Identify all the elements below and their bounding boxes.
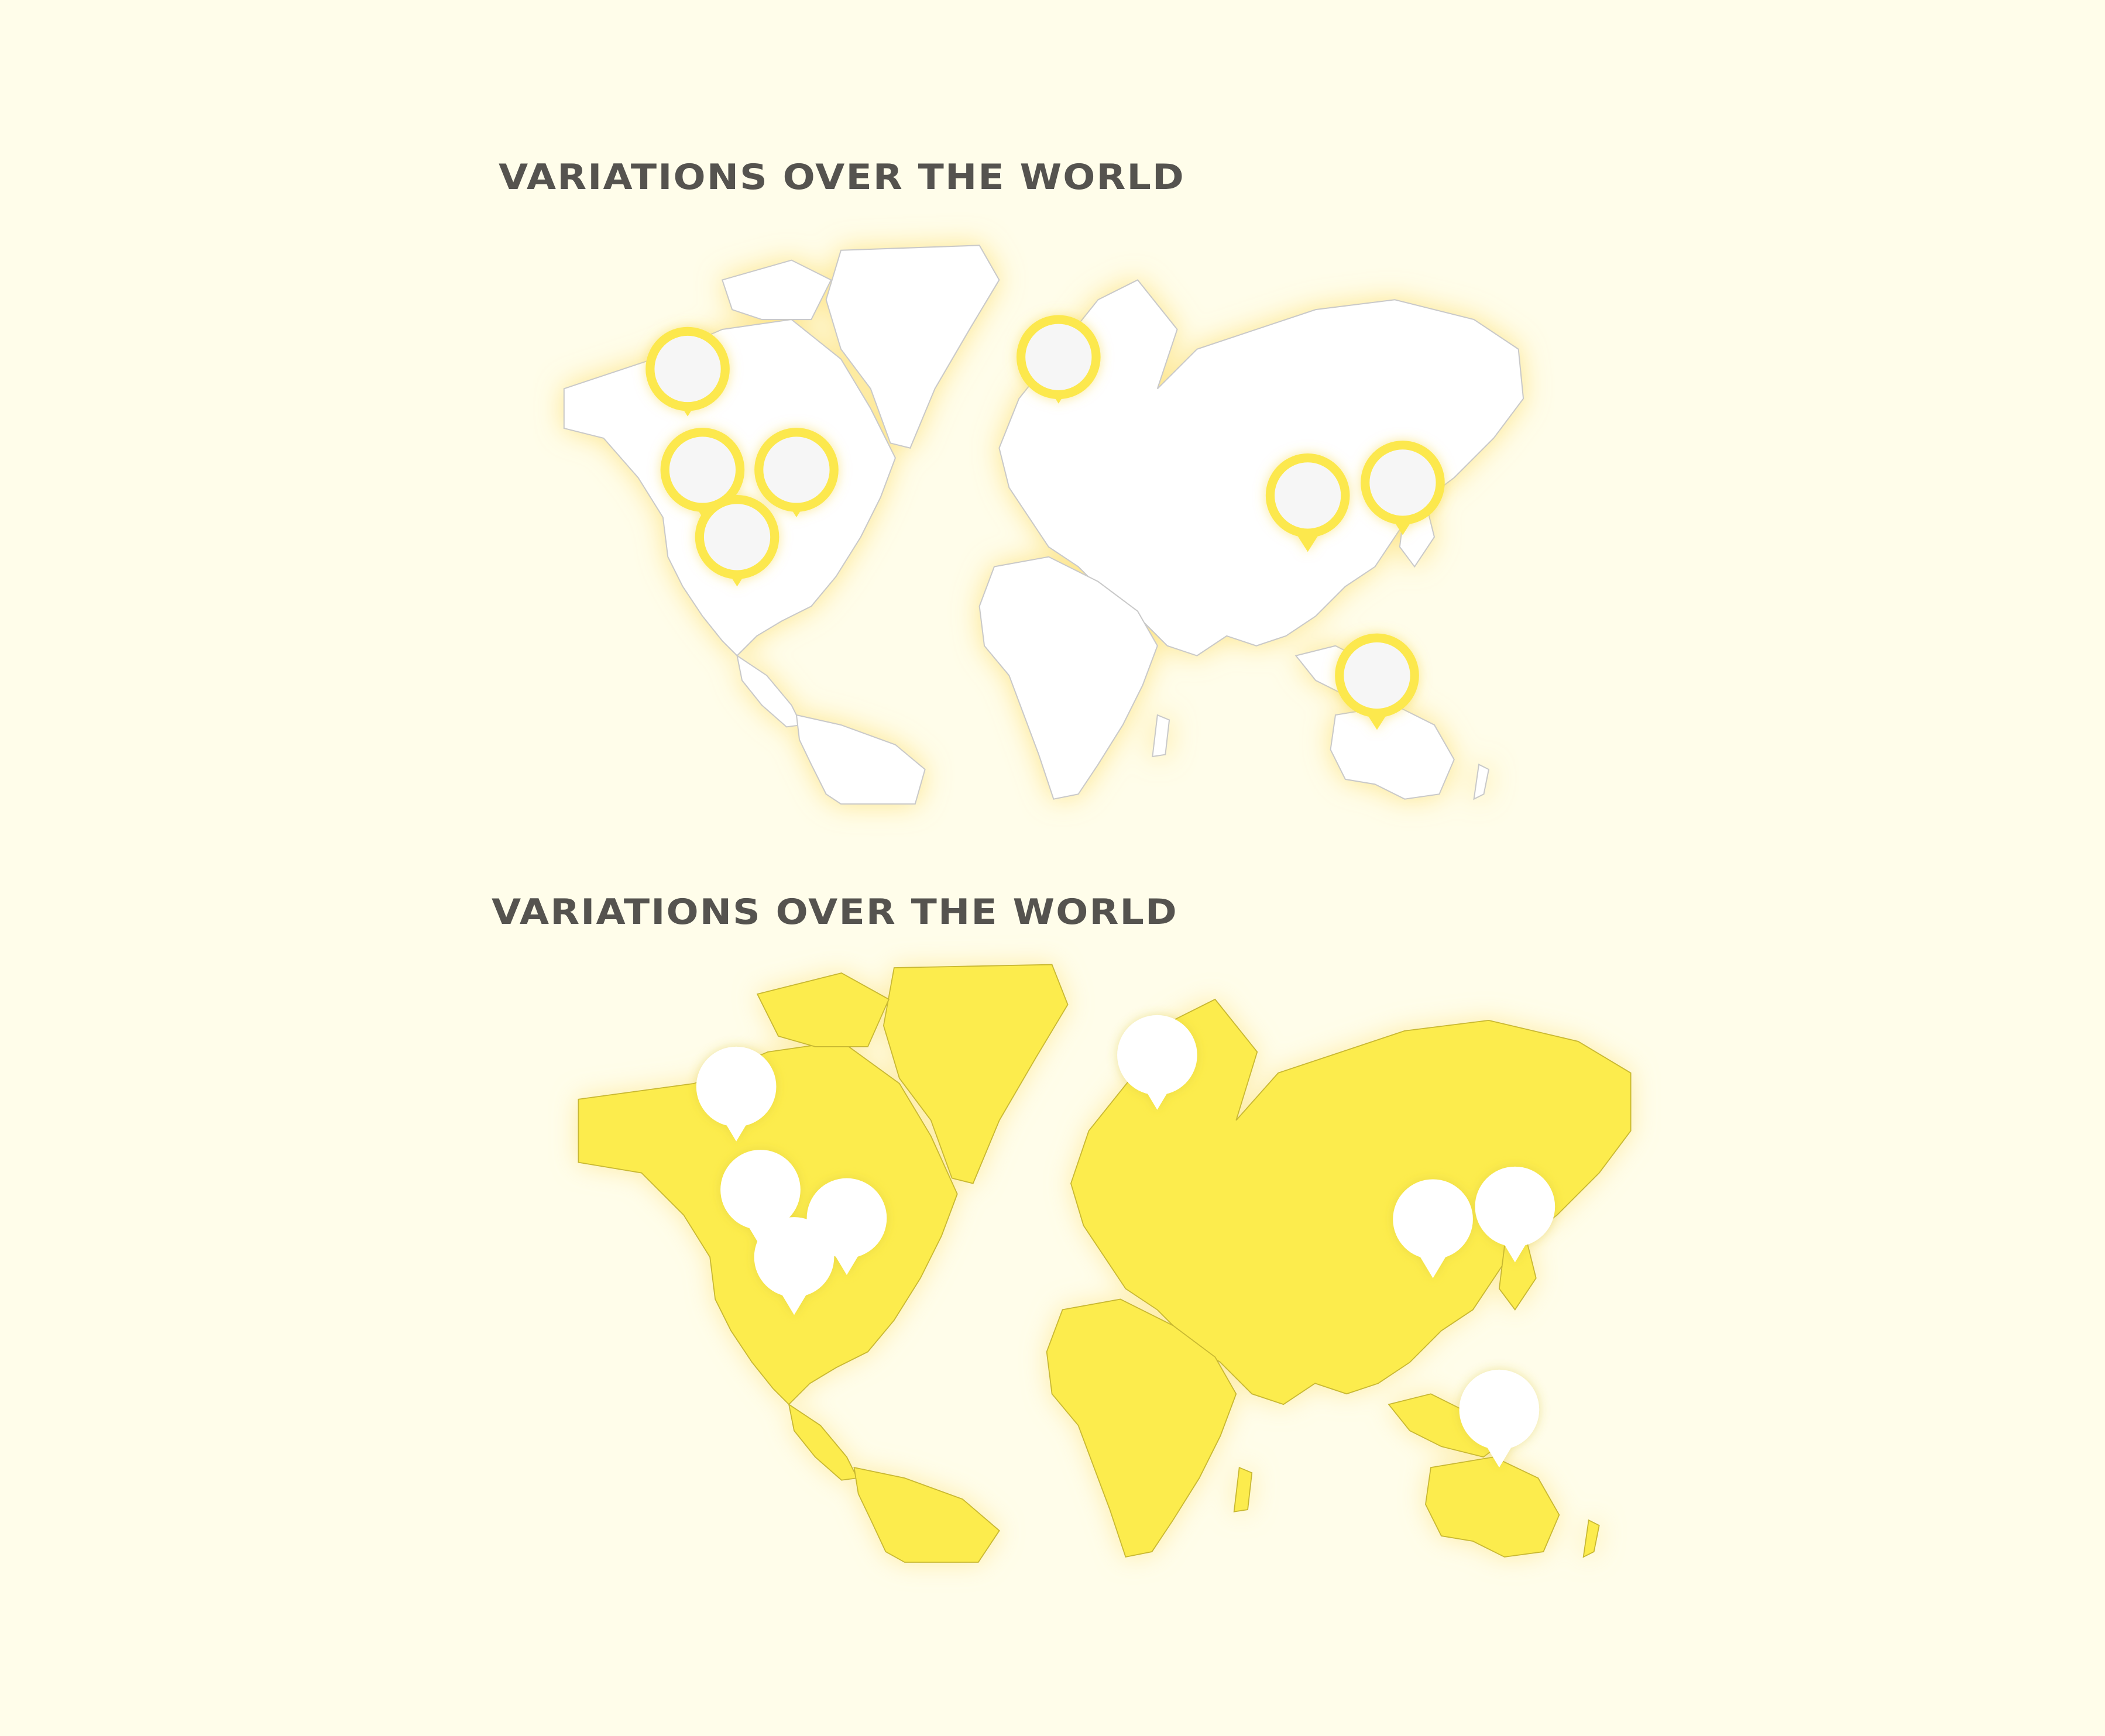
china-marker[interactable]: [1265, 453, 1350, 552]
africa: [978, 556, 1158, 800]
world-map-filled: [578, 964, 1632, 1563]
new-zealand: [1473, 764, 1490, 800]
west-canada-marker[interactable]: [720, 1150, 801, 1247]
map-title-top: VARIATIONS OVER THE WORLD: [499, 157, 1185, 198]
usa-marker[interactable]: [695, 495, 779, 587]
markers-bottom: [696, 1015, 1555, 1468]
canada-islands: [756, 972, 890, 1047]
central-america: [788, 1403, 859, 1481]
east-canada-marker[interactable]: [754, 428, 839, 518]
west-canada-marker[interactable]: [660, 428, 745, 518]
new-zealand: [1582, 1519, 1600, 1558]
australia-marker[interactable]: [1335, 633, 1419, 730]
greenland: [825, 245, 1000, 449]
south-america: [853, 1467, 1000, 1563]
scandinavia-marker[interactable]: [1016, 315, 1101, 404]
australia: [1425, 1456, 1560, 1558]
korea-marker[interactable]: [1361, 441, 1445, 535]
world-map-outline: [563, 245, 1524, 805]
map-title-bottom: VARIATIONS OVER THE WORLD: [492, 892, 1178, 933]
europe-asia: [1070, 998, 1632, 1405]
africa: [1046, 1298, 1237, 1558]
central-america: [736, 654, 802, 728]
korea-marker[interactable]: [1475, 1166, 1555, 1263]
alaska-marker[interactable]: [645, 326, 730, 417]
continents: [578, 964, 1632, 1563]
canada-islands: [721, 259, 832, 321]
madagascar: [1233, 1466, 1253, 1512]
usa-marker[interactable]: [754, 1217, 835, 1315]
scandinavia-marker[interactable]: [1117, 1015, 1197, 1110]
alaska-marker[interactable]: [696, 1046, 777, 1142]
china-marker[interactable]: [1393, 1179, 1473, 1278]
south-america: [795, 714, 926, 805]
madagascar: [1152, 714, 1170, 758]
australia-marker[interactable]: [1459, 1369, 1540, 1468]
markers-top: [645, 315, 1445, 730]
australia: [1330, 704, 1455, 800]
greenland: [882, 964, 1069, 1184]
